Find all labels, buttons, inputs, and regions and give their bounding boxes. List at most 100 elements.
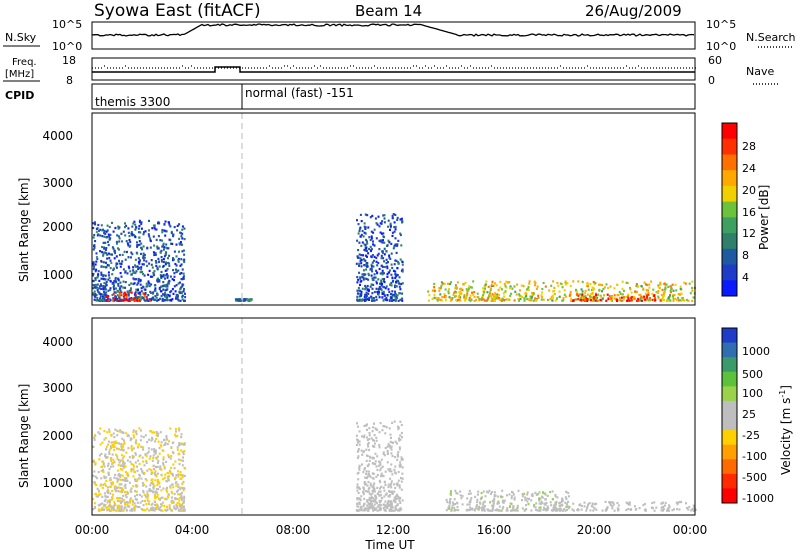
power-echo-cell (163, 295, 166, 298)
velocity-echo-cell (376, 455, 379, 458)
power-echo-cell (386, 299, 389, 302)
velocity-echo-cell (357, 425, 359, 428)
velocity-echo-cell (360, 449, 363, 452)
velocity-echo-cell (174, 460, 177, 463)
velocity-echo-cell (111, 496, 113, 499)
velocity-echo-cell (384, 509, 386, 512)
velocity-echo-cell (556, 496, 559, 499)
velocity-echo-cell (384, 432, 387, 435)
power-echo-cell (159, 239, 162, 242)
power-echo-cell (541, 296, 544, 299)
cpid-label: CPID (5, 89, 34, 102)
velocity-echo-cell (668, 509, 670, 512)
velocity-echo-cell (132, 500, 134, 503)
velocity-echo-cell (101, 495, 104, 498)
velocity-colorbar-cell (722, 371, 737, 387)
velocity-echo-cell (380, 458, 383, 461)
velocity-echo-cell (129, 460, 132, 463)
velocity-echo-cell (154, 452, 157, 455)
velocity-echo-cell (536, 509, 539, 512)
velocity-echo-cell (166, 443, 169, 446)
velocity-echo-cell (388, 427, 391, 430)
power-echo-cell (363, 273, 366, 276)
velocity-echo-cell (153, 450, 156, 453)
velocity-echo-cell (103, 482, 106, 485)
velocity-echo-cell (524, 496, 526, 499)
velocity-echo-cell (166, 480, 168, 483)
power-echo-cell (155, 296, 158, 299)
velocity-echo-cell (554, 508, 557, 511)
velocity-echo-cell (138, 493, 141, 496)
power-echo-cell (359, 257, 362, 260)
velocity-echo-cell (92, 460, 94, 463)
power-echo-cell (542, 298, 545, 301)
velocity-echo-cell (630, 508, 633, 511)
power-echo-cell (240, 299, 243, 302)
power-echo-cell (158, 286, 161, 289)
power-echo-cell (160, 270, 163, 274)
velocity-echo-cell (449, 492, 452, 495)
velocity-echo-cell (127, 473, 130, 477)
velocity-echo-cell (398, 446, 401, 449)
velocity-echo-cell (389, 484, 392, 487)
power-echo-cell (359, 289, 362, 292)
velocity-echo-cell (400, 423, 403, 427)
velocity-echo-cell (583, 501, 586, 504)
power-echo-cell (396, 274, 399, 277)
power-echo-cell (172, 257, 174, 260)
power-echo-cell (380, 239, 383, 242)
power-echo-cell (156, 245, 159, 248)
power-echo-cell (443, 296, 446, 299)
power-echo-cell (456, 298, 459, 302)
power-echo-cell (395, 251, 398, 254)
power-echo-cell (359, 299, 362, 302)
power-echo-cell (672, 299, 675, 302)
velocity-echo-cell (101, 506, 104, 509)
velocity-echo-cell (400, 480, 403, 483)
velocity-echo-cell (127, 447, 130, 450)
power-echo-cell (138, 296, 141, 299)
power-ytick-3000: 3000 (42, 176, 73, 190)
power-echo-cell (161, 297, 164, 301)
power-echo-cell (138, 221, 141, 224)
velocity-echo-cell (565, 502, 568, 505)
power-echo-cell (235, 298, 238, 301)
power-echo-cell (534, 282, 537, 285)
velocity-echo-cell (366, 484, 369, 487)
velocity-echo-cell (381, 465, 384, 468)
power-echo-cell (490, 284, 493, 288)
velocity-echo-cell (109, 492, 112, 495)
power-echo-cell (399, 292, 401, 295)
velocity-echo-cell (136, 480, 139, 483)
velocity-echo-cell (365, 470, 368, 473)
velocity-echo-cell (116, 504, 119, 507)
power-echo-cell (107, 233, 110, 236)
power-echo-cell (124, 226, 126, 229)
power-echo-cell (106, 229, 109, 232)
velocity-echo-cell (389, 477, 392, 480)
power-echo-cell (153, 244, 156, 247)
power-echo-cell (484, 284, 487, 287)
velocity-echo-cell (361, 453, 364, 456)
power-echo-cell (105, 230, 108, 233)
velocity-echo-cell (159, 465, 162, 468)
power-echo-cell (142, 256, 145, 259)
velocity-echo-cell (96, 477, 99, 480)
power-echo-cell (371, 261, 374, 264)
velocity-echo-cell (580, 504, 583, 508)
power-echo-cell (594, 281, 597, 285)
power-echo-cell (637, 285, 640, 288)
power-echo-cell (395, 296, 398, 299)
velocity-echo-cell (165, 436, 168, 439)
velocity-echo-cell (453, 506, 456, 510)
power-echo-cell (370, 248, 373, 251)
power-echo-cell (101, 295, 104, 298)
velocity-echo-cell (387, 443, 390, 446)
power-echo-cell (475, 298, 478, 302)
velocity-echo-cell (156, 483, 159, 486)
power-echo-cell (383, 214, 386, 217)
power-echo-cell (102, 285, 105, 288)
power-echo-cell (102, 274, 105, 277)
velocity-echo-cell (369, 475, 372, 478)
velocity-echo-cell (155, 457, 158, 460)
